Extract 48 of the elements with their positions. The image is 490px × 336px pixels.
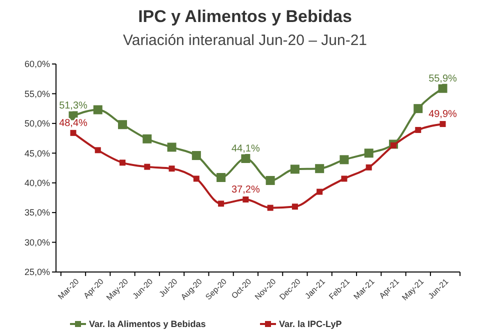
data-label: 37,2% (232, 184, 260, 196)
legend-label: Var. la IPC-LyP (279, 319, 342, 330)
data-label: 55,9% (428, 73, 458, 84)
y-tick-label: 35,0% (24, 208, 50, 218)
data-label: 48,4% (59, 118, 88, 129)
chart-title: IPC y Alimentos y Bebidas (138, 7, 352, 26)
legend-label: Var. la Alimentos y Bebidas (89, 319, 206, 330)
data-label: 49,9% (428, 109, 458, 120)
y-tick-label: 30,0% (24, 237, 50, 248)
point (315, 164, 324, 174)
point (193, 176, 200, 182)
point (341, 176, 348, 182)
point (390, 142, 396, 148)
point (340, 155, 349, 164)
point (316, 188, 323, 195)
point (241, 154, 250, 163)
point (415, 126, 422, 133)
point (440, 121, 446, 128)
point (144, 164, 150, 170)
point (438, 84, 448, 93)
point (366, 164, 372, 170)
data-label: 51,3% (59, 100, 88, 112)
point (142, 134, 152, 144)
point (414, 104, 423, 114)
point (120, 160, 126, 166)
point (267, 204, 274, 211)
point (266, 176, 275, 185)
y-tick-label: 60,0% (24, 59, 50, 70)
point (94, 147, 101, 154)
y-tick-label: 50,0% (24, 118, 50, 129)
point (168, 166, 175, 172)
y-tick-label: 40,0% (24, 178, 50, 188)
point (242, 196, 249, 202)
point (118, 120, 128, 130)
data-label: 44,1% (232, 143, 260, 154)
point (167, 142, 176, 152)
point (292, 204, 298, 210)
chart-subtitle: Variación interanual Jun-20 – Jun-21 (122, 32, 368, 49)
point (290, 164, 300, 174)
point (70, 130, 76, 136)
point (216, 173, 226, 182)
point (93, 105, 102, 114)
y-tick-label: 45,0% (24, 148, 50, 158)
y-tick-label: 25,0% (24, 267, 50, 278)
point (218, 200, 224, 207)
point (364, 148, 374, 158)
point (192, 151, 201, 160)
y-tick-label: 55,0% (24, 88, 50, 99)
